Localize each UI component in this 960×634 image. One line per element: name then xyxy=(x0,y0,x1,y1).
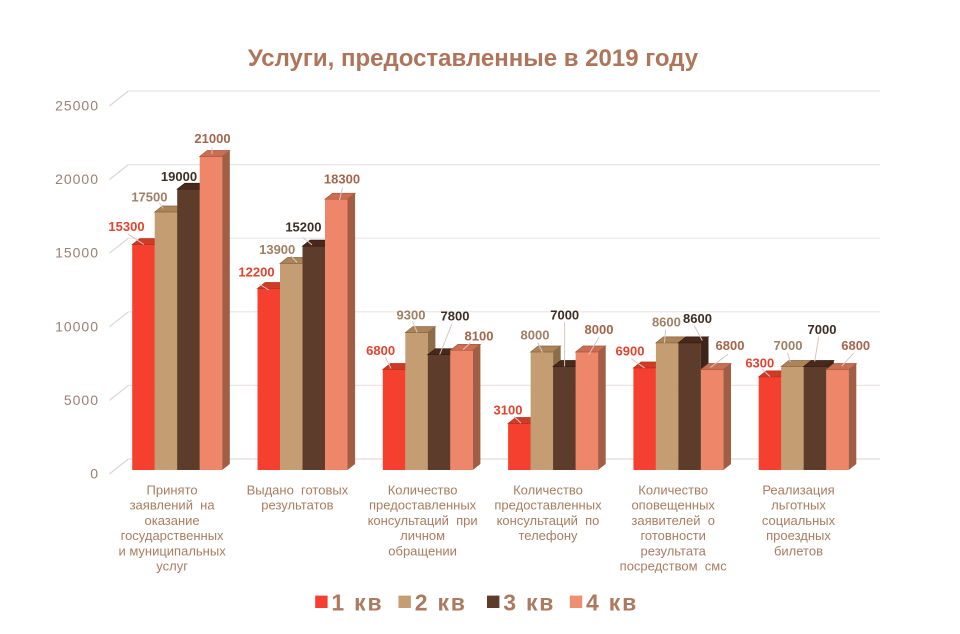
svg-text:18300: 18300 xyxy=(324,172,360,187)
svg-text:17500: 17500 xyxy=(131,190,167,205)
svg-text:3100: 3100 xyxy=(494,402,523,417)
svg-text:15200: 15200 xyxy=(285,219,321,234)
svg-text:билетов: билетов xyxy=(774,543,823,558)
svg-text:15300: 15300 xyxy=(108,219,144,234)
svg-text:оказание: оказание xyxy=(145,513,200,528)
svg-text:7000: 7000 xyxy=(774,338,803,353)
svg-text:6800: 6800 xyxy=(841,338,870,353)
svg-text:Услуги, предоставленные в 2019: Услуги, предоставленные в 2019 году xyxy=(248,45,699,72)
svg-text:2 кв: 2 кв xyxy=(415,590,467,616)
svg-text:8100: 8100 xyxy=(465,329,494,344)
svg-text:7800: 7800 xyxy=(441,308,470,323)
svg-text:результатов: результатов xyxy=(261,498,333,513)
svg-text:готовности: готовности xyxy=(640,528,705,543)
svg-text:7000: 7000 xyxy=(550,308,579,323)
svg-text:20000: 20000 xyxy=(55,171,99,187)
svg-text:обращении: обращении xyxy=(388,543,457,558)
svg-text:0: 0 xyxy=(90,466,99,482)
svg-text:государственных: государственных xyxy=(121,528,224,543)
svg-text:проездных: проездных xyxy=(766,528,831,543)
svg-text:8000: 8000 xyxy=(521,328,550,343)
svg-text:телефону: телефону xyxy=(518,528,578,543)
svg-text:и муниципальных: и муниципальных xyxy=(118,543,226,558)
svg-text:Количество: Количество xyxy=(388,483,458,498)
svg-text:6300: 6300 xyxy=(745,356,774,371)
svg-text:1 кв: 1 кв xyxy=(331,590,383,616)
svg-text:6900: 6900 xyxy=(616,344,645,359)
svg-text:результата: результата xyxy=(641,543,707,558)
svg-text:21000: 21000 xyxy=(194,131,230,146)
svg-text:9300: 9300 xyxy=(397,307,426,322)
svg-text:3 кв: 3 кв xyxy=(503,590,555,616)
svg-text:Реализация: Реализация xyxy=(762,483,834,498)
svg-text:25000: 25000 xyxy=(55,98,99,114)
svg-text:7000: 7000 xyxy=(808,322,837,337)
svg-text:5000: 5000 xyxy=(64,392,99,408)
svg-text:19000: 19000 xyxy=(161,169,197,184)
svg-text:Количество: Количество xyxy=(638,483,708,498)
svg-text:6800: 6800 xyxy=(366,343,395,358)
svg-text:услуг: услуг xyxy=(156,559,188,574)
svg-text:13900: 13900 xyxy=(259,242,295,257)
svg-text:6800: 6800 xyxy=(716,338,745,353)
svg-text:социальных: социальных xyxy=(762,513,836,528)
svg-text:консультаций при: консультаций при xyxy=(368,513,478,528)
svg-text:4 кв: 4 кв xyxy=(586,590,638,616)
svg-text:12200: 12200 xyxy=(238,265,274,280)
svg-text:заявителей о: заявителей о xyxy=(631,513,715,528)
svg-text:личном: личном xyxy=(400,528,445,543)
svg-text:8600: 8600 xyxy=(683,311,712,326)
svg-text:10000: 10000 xyxy=(55,318,99,334)
svg-text:Количество: Количество xyxy=(513,483,583,498)
svg-text:предоставленных: предоставленных xyxy=(494,498,602,513)
svg-text:15000: 15000 xyxy=(55,245,99,261)
svg-text:посредством смс: посредством смс xyxy=(620,559,728,574)
svg-text:Выдано готовых: Выдано готовых xyxy=(247,483,349,498)
svg-text:льготных: льготных xyxy=(771,498,826,513)
svg-text:оповещенных: оповещенных xyxy=(631,498,715,513)
svg-text:заявлений на: заявлений на xyxy=(130,498,216,513)
svg-text:консультаций по: консультаций по xyxy=(497,513,600,528)
svg-text:8000: 8000 xyxy=(585,322,614,337)
svg-text:8600: 8600 xyxy=(652,315,681,330)
svg-text:Принято: Принято xyxy=(147,483,198,498)
svg-text:предоставленных: предоставленных xyxy=(369,498,477,513)
